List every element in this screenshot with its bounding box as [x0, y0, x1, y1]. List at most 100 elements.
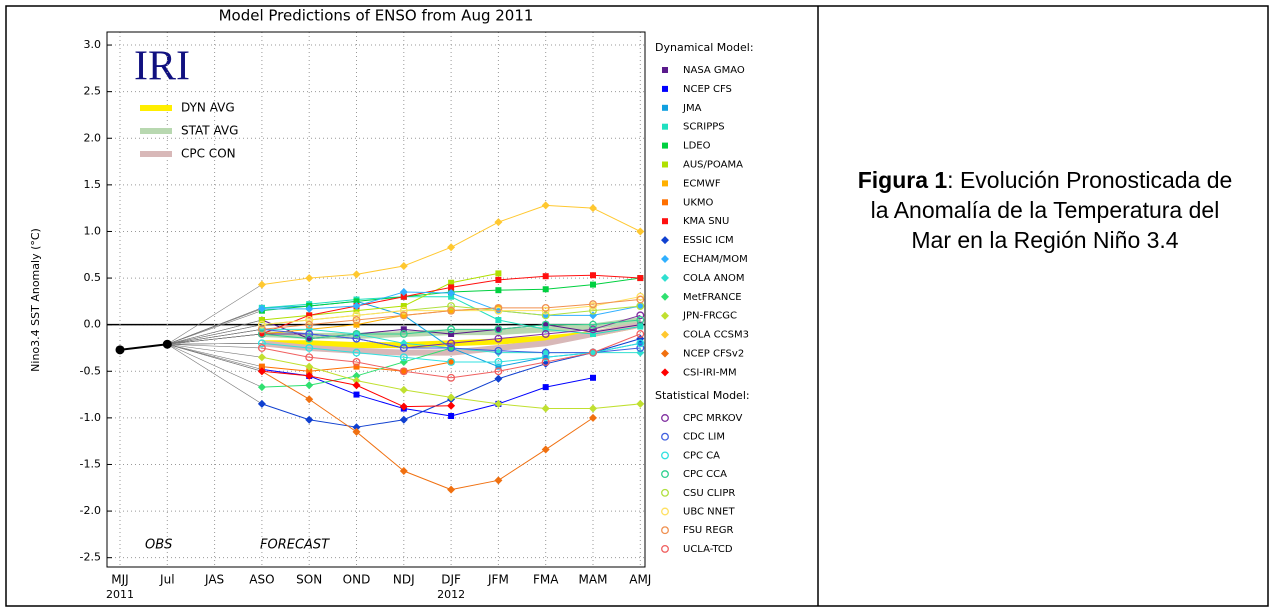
- marker: [305, 395, 314, 404]
- marker: [495, 276, 502, 283]
- x-tick-label: JAS: [204, 573, 224, 587]
- marker: [305, 320, 314, 329]
- marker: [257, 280, 266, 289]
- marker: [352, 270, 361, 279]
- marker: [305, 330, 314, 338]
- y-tick-label: -0.5: [80, 364, 101, 377]
- marker: [352, 330, 361, 338]
- marker: [541, 404, 550, 413]
- marker: [495, 363, 502, 370]
- marker: [352, 316, 361, 324]
- marker: [353, 307, 360, 314]
- marker: [589, 320, 597, 329]
- marker: [399, 367, 408, 376]
- connector: [167, 343, 262, 349]
- marker: [447, 357, 456, 366]
- marker: [400, 368, 407, 375]
- marker: [542, 354, 549, 361]
- x-tick-label: OND: [343, 573, 371, 587]
- y-tick-label: 1.0: [84, 224, 102, 237]
- marker: [257, 339, 266, 348]
- model-line: [261, 319, 641, 340]
- marker: [542, 384, 549, 391]
- marker: [662, 67, 668, 73]
- marker: [448, 330, 455, 337]
- marker: [662, 85, 668, 92]
- marker: [541, 357, 550, 366]
- marker: [258, 330, 265, 337]
- marker: [636, 330, 645, 338]
- x-tick-label: AMJ: [629, 573, 651, 587]
- connector: [167, 343, 262, 372]
- chart-title: Model Predictions of ENSO from Aug 2011: [219, 7, 534, 25]
- legend-label: ECHAM/MOM: [683, 254, 748, 265]
- legend-heading: Statistical Model:: [655, 389, 750, 402]
- legend-label: STAT AVG: [181, 124, 238, 138]
- marker: [541, 330, 550, 338]
- model-line: [261, 370, 594, 491]
- marker: [353, 321, 360, 328]
- marker: [661, 526, 669, 535]
- marker: [399, 353, 408, 362]
- marker: [661, 273, 669, 282]
- marker: [257, 399, 266, 408]
- marker: [541, 303, 550, 312]
- marker: [636, 295, 645, 304]
- legend-label: UCLA-TCD: [683, 544, 733, 555]
- marker: [636, 316, 645, 324]
- marker: [636, 399, 645, 408]
- marker: [447, 306, 456, 315]
- legend-label: KMA SNU: [683, 216, 729, 227]
- marker: [494, 399, 503, 408]
- marker: [306, 312, 313, 319]
- marker: [305, 344, 314, 352]
- marker: [495, 326, 502, 333]
- x-tick-label: NDJ: [393, 573, 415, 587]
- marker: [661, 330, 669, 339]
- y-tick-label: -1.5: [80, 457, 101, 470]
- legend-label: CSI-IRI-MM: [683, 367, 737, 378]
- observed-point: [115, 345, 125, 355]
- marker: [662, 161, 668, 168]
- marker: [399, 385, 408, 394]
- logo: IRI: [134, 44, 190, 90]
- marker: [542, 321, 549, 328]
- y-tick-label: 0.5: [84, 271, 102, 284]
- legend-label: CSU CLIPR: [683, 488, 735, 499]
- connector: [167, 284, 263, 345]
- marker: [448, 413, 455, 420]
- marker: [305, 353, 314, 362]
- y-tick-label: 2.0: [84, 131, 102, 144]
- annotation: OBS: [145, 538, 172, 553]
- marker: [447, 401, 456, 410]
- y-axis-label: Nino3.4 SST Anomaly (°C): [29, 228, 42, 372]
- marker: [661, 236, 669, 245]
- marker: [661, 349, 669, 358]
- marker: [542, 273, 549, 280]
- marker: [352, 381, 361, 390]
- marker: [661, 311, 669, 320]
- observed-point: [162, 339, 172, 349]
- marker: [447, 344, 456, 352]
- marker: [305, 381, 314, 390]
- marker: [400, 326, 407, 333]
- model-line: [261, 368, 594, 417]
- marker: [661, 292, 669, 301]
- marker: [636, 311, 645, 320]
- marker: [352, 311, 361, 320]
- legend-label: CDC LIM: [683, 432, 725, 443]
- marker: [494, 476, 503, 485]
- connector: [167, 308, 263, 345]
- marker: [541, 445, 550, 454]
- marker: [541, 359, 550, 368]
- marker: [352, 427, 361, 436]
- marker: [589, 413, 597, 422]
- marker: [661, 414, 669, 422]
- marker: [257, 353, 266, 362]
- marker: [305, 334, 314, 343]
- legend-label: LDEO: [683, 141, 711, 152]
- marker: [542, 326, 549, 333]
- legend-label: UKMO: [683, 197, 714, 208]
- caption: Figura 1: Evolución Pronosticada de la A…: [850, 165, 1240, 255]
- marker: [541, 201, 550, 210]
